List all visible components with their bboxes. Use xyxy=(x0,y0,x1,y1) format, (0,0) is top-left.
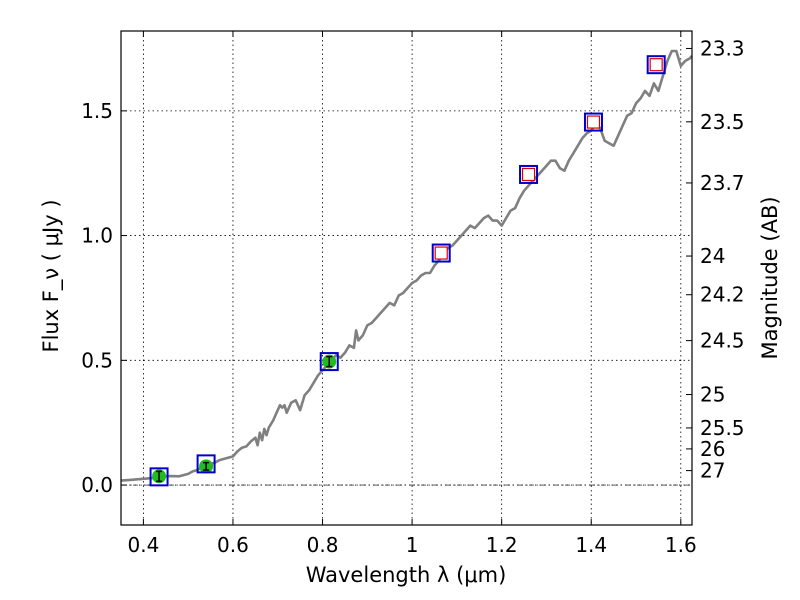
x-tick-label: 0.6 xyxy=(217,533,249,557)
model-photometry-square xyxy=(431,243,451,263)
magnitude-tick-label: 25.5 xyxy=(700,416,745,440)
model-photometry-square xyxy=(646,55,666,75)
series-layer xyxy=(120,49,693,487)
x-tick-label: 1 xyxy=(406,533,419,557)
x-tick-label: 1.2 xyxy=(486,533,518,557)
plot-frame xyxy=(120,30,693,526)
right-axis-label: Magnitude (AB) xyxy=(758,196,782,359)
magnitude-tick-label: 24.2 xyxy=(700,283,745,307)
y-axis-label: Flux F_ν ( μJy ) xyxy=(39,199,64,352)
model-photometry-square xyxy=(319,352,339,372)
magnitude-tick-label: 24.5 xyxy=(700,329,745,353)
model-photometry-inner-square xyxy=(649,58,663,72)
magnitude-tick-label: 23.3 xyxy=(700,36,745,60)
tick-layer: 0.4 0.6 0.8 1 1.2 1.4 1.6 0.0 0.5 1.0 1.5 23.3 23.5 2… xyxy=(81,31,745,557)
model-photometry-inner-square xyxy=(434,246,448,260)
model-photometry-square xyxy=(196,454,216,474)
magnitude-tick-label: 23.5 xyxy=(700,110,745,134)
magnitude-tick-label: 27 xyxy=(700,459,725,483)
model-photometry-square xyxy=(519,164,539,184)
model-photometry-square xyxy=(149,467,169,487)
magnitude-tick-label: 24 xyxy=(700,244,725,268)
x-tick-label: 1.6 xyxy=(665,533,697,557)
model-photometry-inner-square xyxy=(586,115,601,129)
x-tick-label: 0.4 xyxy=(127,533,159,557)
magnitude-tick-label: 25 xyxy=(700,383,725,407)
y-tick-label: 1.5 xyxy=(81,99,113,123)
y-tick-label: 0.5 xyxy=(81,348,113,372)
x-tick-label: 0.8 xyxy=(307,533,339,557)
magnitude-tick-label: 23.7 xyxy=(700,171,745,195)
sed-model-line xyxy=(120,49,693,482)
x-axis-label: Wavelength λ (μm) xyxy=(306,563,507,587)
model-photometry-inner-square xyxy=(521,167,536,182)
y-tick-label: 0.0 xyxy=(81,473,113,497)
magnitude-tick-label: 26 xyxy=(700,437,725,461)
model-photometry-square xyxy=(583,112,603,132)
plot-area xyxy=(121,31,692,525)
y-tick-label: 1.0 xyxy=(81,224,113,248)
x-tick-label: 1.4 xyxy=(575,533,607,557)
